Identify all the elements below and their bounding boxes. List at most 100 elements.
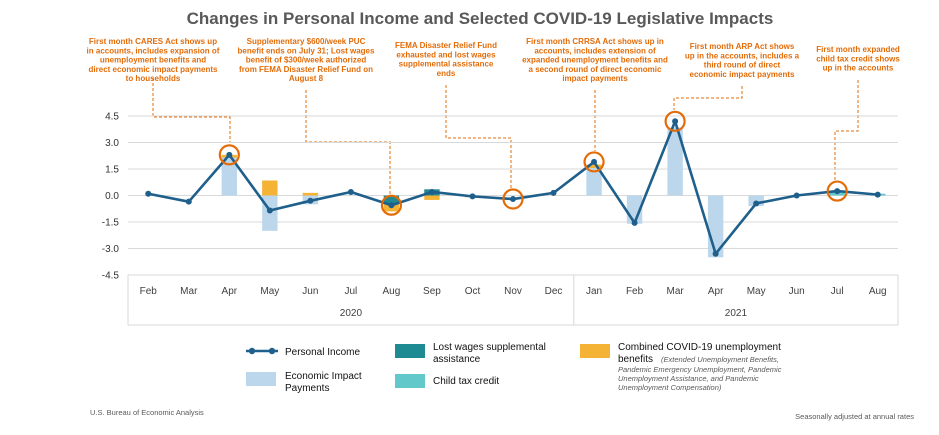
bar — [586, 168, 602, 196]
legend: Personal Income Economic Impact Payments… — [246, 342, 782, 394]
annotation-text: First month CARES Act shows up — [89, 37, 217, 46]
line-point — [226, 151, 233, 158]
source-note: U.S. Bureau of Economic Analysis — [90, 408, 204, 417]
line-point — [591, 158, 598, 165]
legend-label: Lost wages supplemental — [433, 342, 546, 353]
legend-sublabel: (Extended Unemployment Benefits, — [661, 355, 779, 364]
annotation-text: benefit ends on July 31; Lost wages — [238, 46, 375, 55]
legend-swatch — [395, 344, 425, 358]
annotation-leader — [445, 85, 512, 189]
annotation-text: direct economic impact payments — [89, 65, 218, 74]
annotation-text: First month expanded — [816, 45, 900, 54]
line-point — [672, 118, 679, 125]
legend-dot — [248, 347, 256, 355]
legend-label: Economic Impact — [285, 371, 362, 382]
line-point — [266, 207, 273, 214]
legend-personal-income: Personal Income — [246, 347, 360, 358]
annotation-text: benefit of $300/week authorized — [246, 56, 367, 65]
x-tick-label: Jan — [586, 286, 602, 297]
highlight-circle — [502, 188, 524, 210]
chart-title: Changes in Personal Income and Selected … — [187, 9, 774, 28]
x-axis: 2020 2021 Feb Mar Apr May Jun Jul Aug Sep Oct Nov De… — [127, 275, 899, 326]
x-tick-label: May — [260, 286, 279, 297]
legend-label: assistance — [433, 354, 481, 365]
x-tick-label: Apr — [222, 286, 238, 297]
bar — [221, 157, 238, 196]
y-tick-label: 3.0 — [105, 138, 119, 149]
bar — [424, 195, 440, 200]
bar — [586, 164, 602, 169]
line-point — [793, 192, 800, 199]
year-label: 2020 — [340, 308, 363, 319]
annotation-text: August 8 — [289, 74, 324, 83]
x-tick-label: Dec — [545, 286, 563, 297]
annotation-text: impact payments — [562, 74, 628, 83]
plot-area: 4.5 3.0 1.5 0.0 -1.5 -3.0 -4.5 2020 2021 Feb Mar A… — [102, 110, 899, 326]
legend-label: Combined COVID-19 unemployment — [618, 342, 781, 353]
x-tick-label: Oct — [465, 286, 481, 297]
year-label: 2021 — [725, 308, 748, 319]
x-tick-label: Nov — [504, 286, 522, 297]
legend-swatch — [580, 344, 610, 358]
highlight-circle — [826, 180, 848, 202]
line-point — [347, 188, 354, 195]
annotation-text: from FEMA Disaster Relief Fund on — [239, 65, 373, 74]
x-tick-label: Jul — [344, 286, 357, 297]
annotation-text: exhausted and lost wages — [396, 50, 496, 59]
legend-swatch — [395, 374, 425, 388]
x-tick-label: May — [747, 286, 766, 297]
highlight-circle — [218, 144, 240, 166]
annotation-text: unemployment benefits and — [100, 56, 206, 65]
x-tick-label: Jun — [789, 286, 805, 297]
x-tick-label: Jun — [302, 286, 318, 297]
legend-child-tax-credit: Child tax credit — [395, 374, 499, 388]
annotation-text: in accounts, includes expansion of — [87, 46, 220, 55]
y-axis: 4.5 3.0 1.5 0.0 -1.5 -3.0 -4.5 — [102, 112, 120, 282]
x-tick-label: Sep — [423, 286, 441, 297]
annotation-text: Supplementary $600/week PUC — [247, 37, 366, 46]
annotation-text: child tax credit shows — [816, 54, 900, 63]
annotation-text: First month ARP Act shows — [690, 42, 795, 51]
line-point — [874, 191, 881, 198]
gridlines — [128, 115, 898, 276]
seasonal-note: Seasonally adjusted at annual rates — [795, 412, 914, 421]
line-point — [753, 200, 760, 207]
legend-sublabel: Unemployment Assistance, and Pandemic — [618, 374, 759, 383]
annotation-leader — [673, 86, 743, 110]
bar — [302, 192, 319, 196]
x-tick-label: Mar — [666, 286, 684, 297]
annotation-text: FEMA Disaster Relief Fund — [395, 41, 497, 50]
x-tick-label: Feb — [626, 286, 644, 297]
line-path — [148, 120, 878, 256]
annotation-text: up in the accounts — [823, 64, 894, 73]
legend-combined-unemployment: Combined COVID-19 unemployment benefits … — [580, 342, 782, 392]
bar — [667, 127, 683, 196]
line-point — [631, 219, 638, 226]
personal-income-line — [145, 118, 881, 257]
legend-swatch — [246, 372, 276, 386]
highlight-circle — [380, 194, 403, 216]
bar — [383, 195, 400, 205]
legend-sublabel: Unemployment Compensation) — [618, 383, 722, 392]
annotation-text: supplemental assistance — [399, 60, 494, 69]
x-tick-label: Aug — [383, 286, 401, 297]
annotation-text: expanded unemployment benefits and — [522, 56, 668, 65]
y-tick-label: 1.5 — [105, 165, 119, 176]
legend-economic-impact-payments: Economic Impact Payments — [246, 371, 362, 394]
highlight-circle — [583, 151, 605, 173]
annotation-text: ends — [437, 69, 456, 78]
annotation-text: economic impact payments — [690, 70, 795, 79]
annotation-text: First month CRRSA Act shows up in — [526, 37, 664, 46]
line-point — [712, 250, 719, 257]
highlight-circle — [664, 110, 686, 132]
y-tick-label: -4.5 — [102, 271, 120, 282]
legend-label: Child tax credit — [433, 376, 499, 387]
y-tick-label: -1.5 — [102, 218, 120, 229]
line-point — [550, 189, 557, 196]
annotation-text: third round of direct — [704, 61, 781, 70]
legend-label: Payments — [285, 383, 329, 394]
annotation-text: up in the accounts, includes a — [685, 51, 800, 60]
bar — [262, 180, 278, 196]
line-point — [185, 198, 192, 205]
